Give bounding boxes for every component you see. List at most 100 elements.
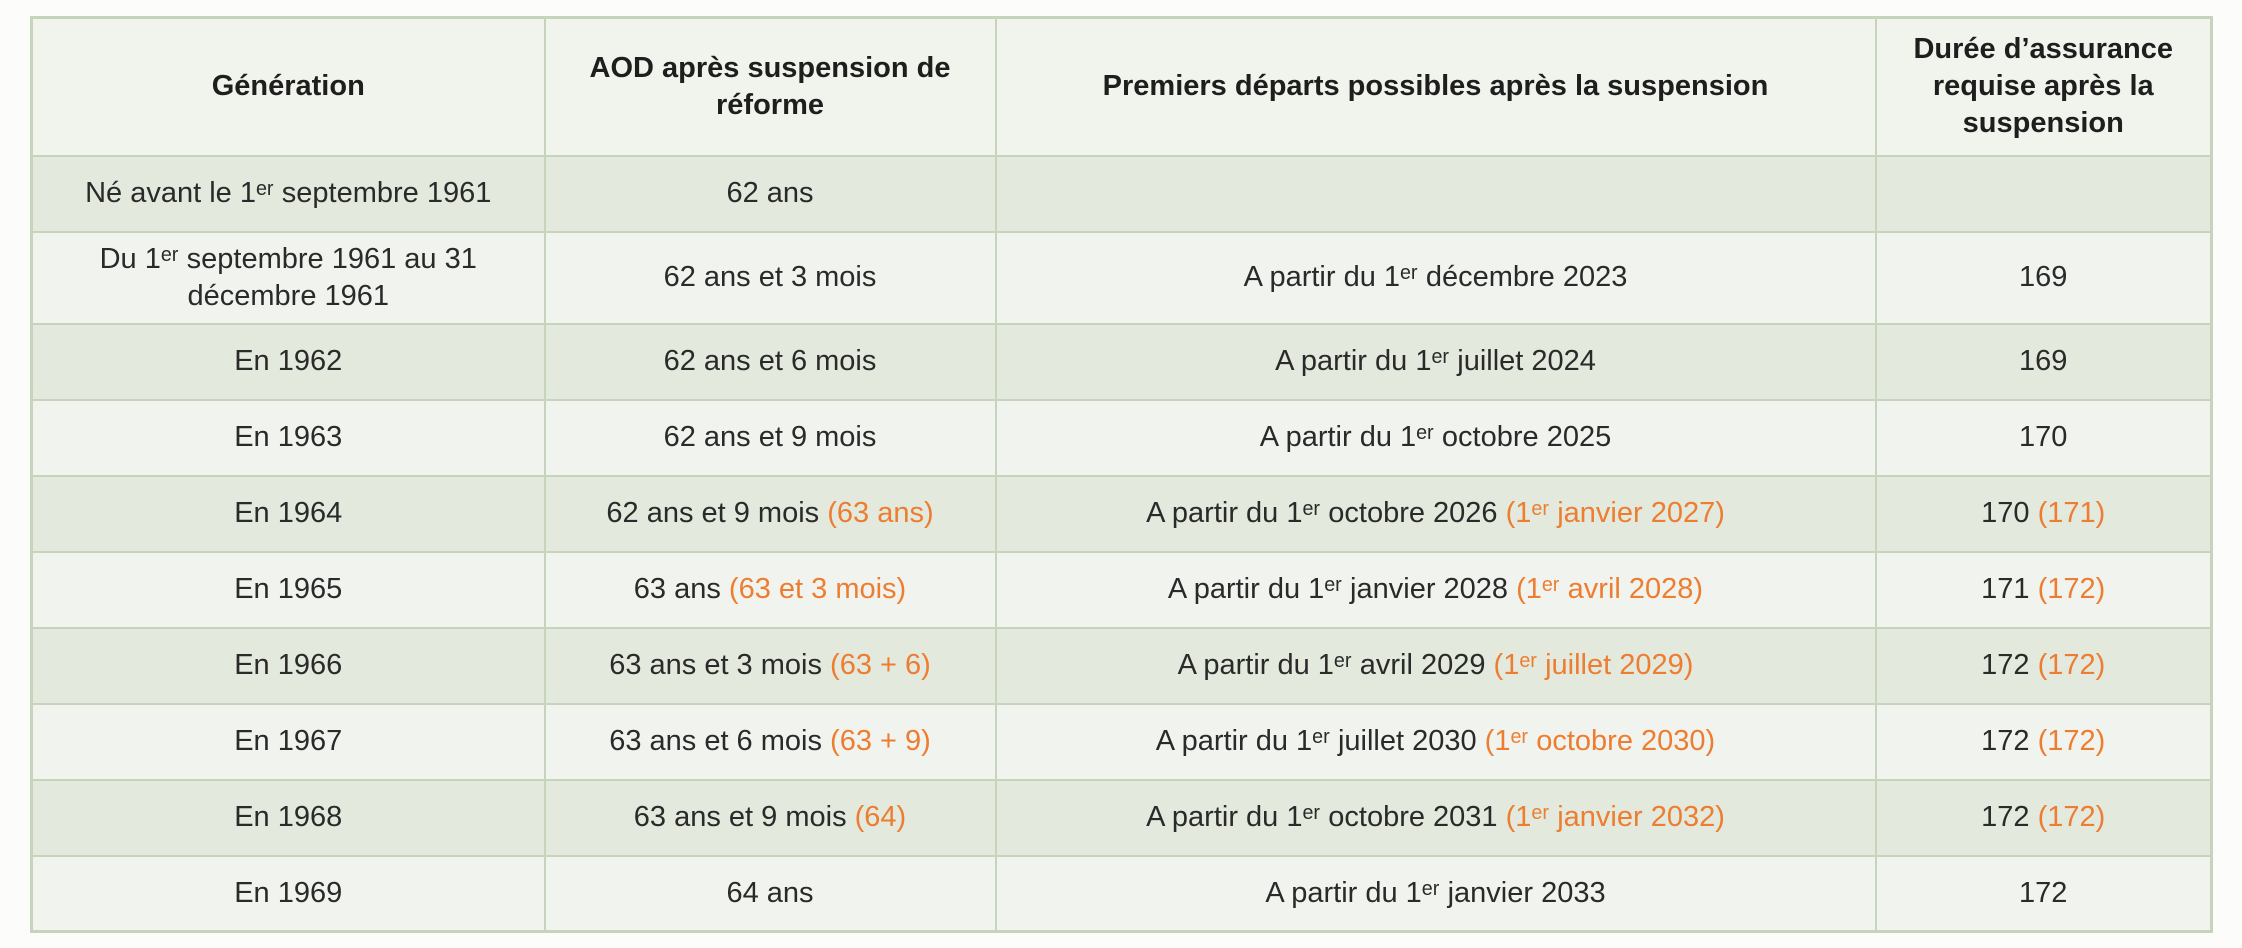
cell-accent-text: (64) [854,801,907,834]
cell-aod: 62 ans [543,154,997,233]
cell-text: En 1966 [234,649,343,682]
cell-text: En 1969 [234,876,343,909]
cell-text: 63 ans et 6 mois [609,725,822,758]
cell-depart: A partir du 1ᵉʳ janvier 2033 [994,854,1877,933]
cell-duree: 169 [1874,230,2213,325]
cell-duree: 171 (172) [1874,550,2213,629]
cell-duree: 172 (172) [1874,778,2213,857]
cell-accent-text: (63 ans) [827,497,934,530]
cell-text: 62 ans et 3 mois [663,261,877,294]
table-row: En 1964 62 ans et 9 mois (63 ans) A partir… [30,474,2213,553]
cell-accent-text: (172) [2037,649,2106,682]
cell-accent-text: (1ᵉʳ janvier 2027) [1505,497,1725,530]
table-row: En 1962 62 ans et 6 mois A partir du 1ᵉʳ j… [30,322,2213,401]
cell-aod: 62 ans et 3 mois [543,230,997,325]
cell-text: A partir du 1ᵉʳ octobre 2025 [1259,421,1612,454]
cell-duree: 172 (172) [1874,702,2213,781]
cell-text: 171 [1981,573,2030,606]
cell-depart: A partir du 1ᵉʳ juillet 2030 (1ᵉʳ octobr… [994,702,1877,781]
table-body: Né avant le 1ᵉʳ septembre 1961 62 ans Du 1… [30,154,2213,933]
cell-text: 172 [1981,801,2030,834]
cell-text: A partir du 1ᵉʳ octobre 2031 [1146,801,1498,834]
cell-text: 62 ans et 6 mois [663,345,877,378]
cell-depart: A partir du 1ᵉʳ octobre 2031 (1ᵉʳ janvie… [994,778,1877,857]
table-row: Né avant le 1ᵉʳ septembre 1961 62 ans [30,154,2213,233]
cell-depart [994,154,1877,233]
table-row: En 1969 64 ans A partir du 1ᵉʳ janvier 203… [30,854,2213,933]
cell-depart: A partir du 1ᵉʳ juillet 2024 [994,322,1877,401]
col-header-aod: AOD après suspension de réforme [543,16,997,157]
cell-generation: En 1969 [30,854,546,933]
cell-accent-text: (63 et 3 mois) [728,573,907,606]
cell-text: 63 ans [633,573,721,606]
cell-aod: 62 ans et 9 mois [543,398,997,477]
cell-duree [1874,154,2213,233]
col-header-generation: Génération [30,16,546,157]
cell-depart: A partir du 1ᵉʳ avril 2029 (1ᵉʳ juillet … [994,626,1877,705]
cell-depart: A partir du 1ᵉʳ octobre 2026 (1ᵉʳ janvie… [994,474,1877,553]
cell-text: En 1967 [234,725,343,758]
cell-text: En 1965 [234,573,343,606]
cell-generation: En 1962 [30,322,546,401]
col-header-premiers-departs: Premiers départs possibles après la susp… [994,16,1877,157]
cell-aod: 63 ans et 9 mois (64) [543,778,997,857]
cell-text: A partir du 1ᵉʳ juillet 2024 [1275,345,1596,378]
cell-text: A partir du 1ᵉʳ octobre 2026 [1146,497,1498,530]
cell-text: A partir du 1ᵉʳ avril 2029 [1177,649,1486,682]
cell-aod: 62 ans et 6 mois [543,322,997,401]
cell-generation: En 1963 [30,398,546,477]
cell-generation: En 1964 [30,474,546,553]
cell-text: 169 [2019,261,2068,294]
cell-aod: 63 ans et 6 mois (63 + 9) [543,702,997,781]
cell-depart: A partir du 1ᵉʳ janvier 2028 (1ᵉʳ avril … [994,550,1877,629]
cell-text: En 1964 [234,497,343,530]
cell-text: En 1962 [234,345,343,378]
cell-text: En 1963 [234,421,343,454]
table-row: Du 1ᵉʳ septembre 1961 au 31 décembre 196… [30,230,2213,325]
header-row: Génération AOD après suspension de réfor… [30,16,2213,157]
cell-duree: 170 [1874,398,2213,477]
cell-accent-text: (172) [2037,725,2106,758]
cell-text: En 1968 [234,801,343,834]
cell-accent-text: (171) [2037,497,2106,530]
cell-accent-text: (1ᵉʳ octobre 2030) [1484,725,1716,758]
cell-generation: En 1968 [30,778,546,857]
table-row: En 1966 63 ans et 3 mois (63 + 6) A partir… [30,626,2213,705]
cell-accent-text: (1ᵉʳ juillet 2029) [1493,649,1694,682]
table-row: En 1968 63 ans et 9 mois (64) A partir du … [30,778,2213,857]
cell-text: 62 ans et 9 mois [606,497,820,530]
cell-duree: 169 [1874,322,2213,401]
cell-text: Du 1ᵉʳ septembre 1961 au 31 décembre 196… [99,242,477,312]
cell-text: 169 [2019,345,2068,378]
cell-duree: 170 (171) [1874,474,2213,553]
table-row: En 1965 63 ans (63 et 3 mois) A partir du … [30,550,2213,629]
cell-generation: Né avant le 1ᵉʳ septembre 1961 [30,154,546,233]
pension-table: Génération AOD après suspension de réfor… [30,16,2213,934]
cell-aod: 63 ans (63 et 3 mois) [543,550,997,629]
table-row: En 1963 62 ans et 9 mois A partir du 1ᵉʳ o… [30,398,2213,477]
cell-aod: 64 ans [543,854,997,933]
cell-aod: 62 ans et 9 mois (63 ans) [543,474,997,553]
cell-duree: 172 [1874,854,2213,933]
cell-text: 62 ans [726,176,814,209]
cell-depart: A partir du 1ᵉʳ décembre 2023 [994,230,1877,325]
cell-duree: 172 (172) [1874,626,2213,705]
cell-accent-text: (172) [2037,801,2106,834]
cell-text: A partir du 1ᵉʳ juillet 2030 [1155,725,1477,758]
cell-text: A partir du 1ᵉʳ janvier 2028 [1167,573,1509,606]
cell-depart: A partir du 1ᵉʳ octobre 2025 [994,398,1877,477]
cell-text: 170 [1981,497,2030,530]
table-header: Génération AOD après suspension de réfor… [30,16,2213,157]
cell-text: 64 ans [726,876,814,909]
cell-accent-text: (1ᵉʳ janvier 2032) [1505,801,1725,834]
cell-text: 62 ans et 9 mois [663,421,877,454]
cell-text: 172 [1981,725,2030,758]
cell-accent-text: (172) [2037,573,2106,606]
table-row: En 1967 63 ans et 6 mois (63 + 9) A partir… [30,702,2213,781]
cell-aod: 63 ans et 3 mois (63 + 6) [543,626,997,705]
cell-generation: En 1966 [30,626,546,705]
cell-accent-text: (63 + 6) [830,649,931,682]
cell-text: 172 [2019,876,2068,909]
cell-text: Né avant le 1ᵉʳ septembre 1961 [85,176,492,209]
